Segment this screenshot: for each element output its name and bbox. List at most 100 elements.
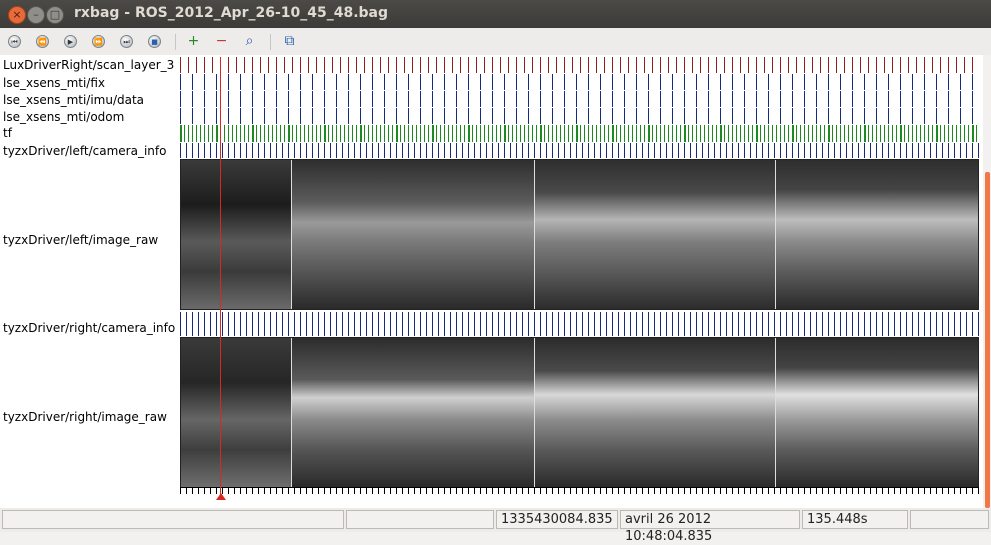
message-strip-right-camera-info[interactable] [180,312,979,336]
playhead-marker-icon[interactable] [216,493,226,500]
message-tick [236,57,237,73]
zoom-in-button[interactable]: + [185,33,202,50]
message-tick [748,125,749,142]
message-tick [324,125,326,142]
message-tick [252,57,253,73]
message-tick [800,125,801,142]
message-tick [924,108,925,124]
time-ruler[interactable] [180,487,979,494]
message-strip-tf[interactable] [180,125,979,142]
message-tick [540,74,541,90]
message-tick [468,143,469,158]
message-tick [846,312,847,336]
message-tick [786,488,787,494]
message-tick [966,143,967,158]
play-button[interactable]: ▶ [62,33,79,50]
maximize-icon[interactable]: □ [46,6,64,24]
fast-forward-button[interactable]: ⏩ [90,33,107,50]
message-tick [336,91,337,107]
message-tick [412,125,413,142]
image-strip-left[interactable] [180,159,979,310]
scrollbar-thumb[interactable] [985,172,990,508]
skip-to-end-button[interactable]: ⏭ [118,33,135,50]
toolbar: ⏮ ⏪ ▶ ⏩ ⏭ ■ + − ⌕ ⧉ [0,28,991,55]
message-tick [608,125,609,142]
message-tick [420,312,421,336]
message-tick [372,74,373,90]
message-tick [924,143,925,158]
message-tick [532,57,533,73]
message-tick [240,91,241,107]
stop-button[interactable]: ■ [146,33,163,50]
playhead-line[interactable] [220,57,221,495]
message-tick [216,108,217,124]
message-tick [756,91,757,107]
message-tick [816,91,817,107]
rewind-button[interactable]: ⏪ [34,33,51,50]
message-tick [956,125,957,142]
message-tick [360,125,362,142]
message-tick [204,74,205,90]
elapsed-field: 135.448s [802,510,908,529]
close-icon[interactable]: × [8,6,26,24]
message-tick [972,91,973,107]
message-tick [588,91,589,107]
minimize-icon[interactable]: – [27,6,45,24]
message-tick [356,125,357,142]
message-tick [180,108,181,124]
message-tick [276,143,277,158]
message-tick [452,57,453,73]
message-tick [396,91,397,107]
message-tick [948,108,949,124]
message-tick [438,488,439,494]
message-strip-odom[interactable] [180,108,979,124]
message-tick [552,125,553,142]
message-tick [360,91,361,107]
message-tick [342,143,343,158]
message-tick [940,125,941,142]
message-tick [498,143,499,158]
message-tick [868,125,869,142]
zoom-out-button[interactable]: − [213,33,230,50]
message-tick [444,91,445,107]
zoom-reset-button[interactable]: ⌕ [241,33,258,50]
message-tick [240,108,241,124]
message-tick [344,125,345,142]
message-tick [678,312,679,336]
skip-to-start-button[interactable]: ⏮ [6,33,23,50]
message-tick [228,488,229,494]
message-tick [606,143,607,158]
message-tick [648,108,649,124]
message-tick [348,143,349,158]
message-strip-left-camera-info[interactable] [180,143,979,158]
message-tick [582,143,583,158]
message-tick [908,125,909,142]
message-tick [332,125,333,142]
message-tick [660,108,661,124]
timeline-canvas[interactable]: LuxDriverRight/scan_layer_3 lse_xsens_mt… [0,55,983,508]
message-tick [216,312,217,336]
message-tick [564,488,565,494]
message-tick [716,57,717,73]
message-tick [912,125,913,142]
thumbnails-button[interactable]: ⧉ [281,33,298,50]
message-tick [588,108,589,124]
message-tick [624,312,625,336]
message-strip-imu[interactable] [180,91,979,107]
message-tick [612,125,614,142]
message-tick [300,312,301,336]
image-strip-right[interactable] [180,337,979,488]
message-tick [876,125,877,142]
message-tick [612,108,613,124]
message-tick [948,488,949,494]
thumbnail-frame [181,160,292,309]
message-tick [716,125,717,142]
message-tick [864,108,865,124]
message-tick [786,312,787,336]
message-tick [486,143,487,158]
message-tick [876,108,877,124]
message-tick [612,488,613,494]
message-strip-scan[interactable] [180,57,979,73]
message-tick [702,488,703,494]
message-strip-fix[interactable] [180,74,979,90]
